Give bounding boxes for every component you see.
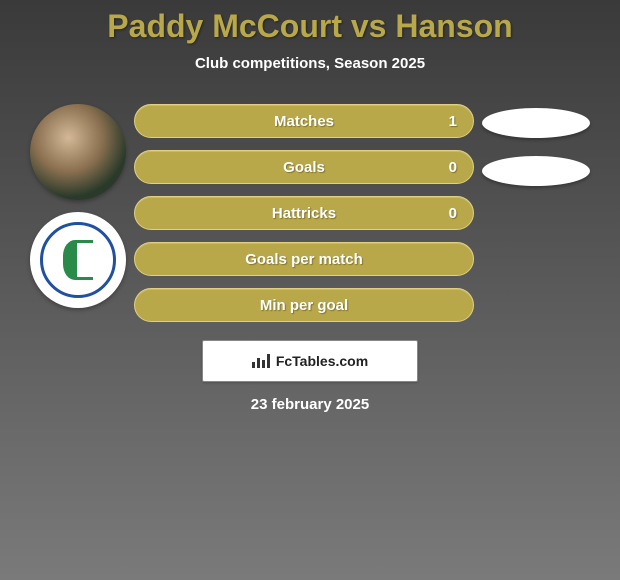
stat-bar-matches: Matches 1 <box>134 104 474 138</box>
page-title: Paddy McCourt vs Hanson <box>107 8 512 45</box>
subtitle: Club competitions, Season 2025 <box>195 55 425 72</box>
stat-bar-hattricks: Hattricks 0 <box>134 196 474 230</box>
comparison-card: Paddy McCourt vs Hanson Club competition… <box>0 0 620 580</box>
stat-bar-goals-per-match: Goals per match <box>134 242 474 276</box>
stat-label: Goals per match <box>245 251 363 268</box>
date-text: 23 february 2025 <box>251 396 369 413</box>
chart-icon <box>252 354 270 368</box>
stat-label: Goals <box>283 159 325 176</box>
opponent-pill <box>482 156 590 186</box>
stats-column: Matches 1 Goals 0 Hattricks 0 Goals per … <box>134 92 474 322</box>
left-column <box>30 92 126 308</box>
right-column <box>482 92 590 186</box>
opponent-pill <box>482 108 590 138</box>
brand-badge[interactable]: FcTables.com <box>202 340 418 382</box>
club-badge <box>30 212 126 308</box>
harp-icon <box>63 240 93 280</box>
stat-value: 0 <box>449 205 457 222</box>
stat-value: 1 <box>449 113 457 130</box>
stat-value: 0 <box>449 159 457 176</box>
stat-bar-min-per-goal: Min per goal <box>134 288 474 322</box>
stat-label: Min per goal <box>260 297 348 314</box>
badge-inner <box>40 222 116 298</box>
brand-text: FcTables.com <box>276 353 368 369</box>
stat-label: Hattricks <box>272 205 336 222</box>
content-row: Matches 1 Goals 0 Hattricks 0 Goals per … <box>0 92 620 322</box>
stat-bar-goals: Goals 0 <box>134 150 474 184</box>
player-avatar <box>30 104 126 200</box>
stat-label: Matches <box>274 113 334 130</box>
